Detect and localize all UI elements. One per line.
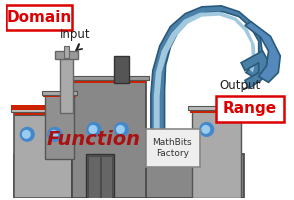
Bar <box>86 154 113 198</box>
Polygon shape <box>11 108 74 112</box>
Bar <box>45 95 74 159</box>
Text: Domain: Domain <box>6 10 72 25</box>
Polygon shape <box>43 93 76 97</box>
Circle shape <box>117 126 124 133</box>
Circle shape <box>115 123 128 136</box>
Polygon shape <box>72 78 146 83</box>
Text: Output: Output <box>220 79 261 92</box>
Bar <box>113 56 129 83</box>
Circle shape <box>202 126 210 133</box>
Polygon shape <box>14 108 72 115</box>
FancyBboxPatch shape <box>146 129 200 167</box>
Circle shape <box>200 123 214 136</box>
Polygon shape <box>69 76 149 80</box>
Circle shape <box>89 126 97 133</box>
Bar <box>14 110 72 198</box>
Bar <box>101 156 112 198</box>
Bar <box>55 51 78 59</box>
Bar <box>192 110 241 198</box>
FancyBboxPatch shape <box>6 5 72 30</box>
Bar <box>60 56 74 113</box>
Text: Function: Function <box>47 130 141 149</box>
Text: Range: Range <box>223 101 277 116</box>
FancyBboxPatch shape <box>216 96 284 122</box>
Circle shape <box>23 131 30 138</box>
Circle shape <box>50 131 58 138</box>
Bar <box>64 46 69 58</box>
Polygon shape <box>188 106 244 110</box>
Polygon shape <box>154 12 256 198</box>
Text: MathBits
Factory: MathBits Factory <box>153 138 192 158</box>
Polygon shape <box>42 91 77 95</box>
Polygon shape <box>245 22 280 82</box>
Bar <box>14 154 244 198</box>
Polygon shape <box>14 110 72 115</box>
Circle shape <box>87 123 101 136</box>
Polygon shape <box>241 51 273 88</box>
Polygon shape <box>190 108 243 113</box>
Bar <box>11 105 74 110</box>
Text: Input: Input <box>60 28 90 41</box>
Circle shape <box>48 127 62 141</box>
Polygon shape <box>151 6 263 198</box>
Circle shape <box>20 127 34 141</box>
Bar <box>72 78 146 198</box>
Bar <box>88 156 100 198</box>
